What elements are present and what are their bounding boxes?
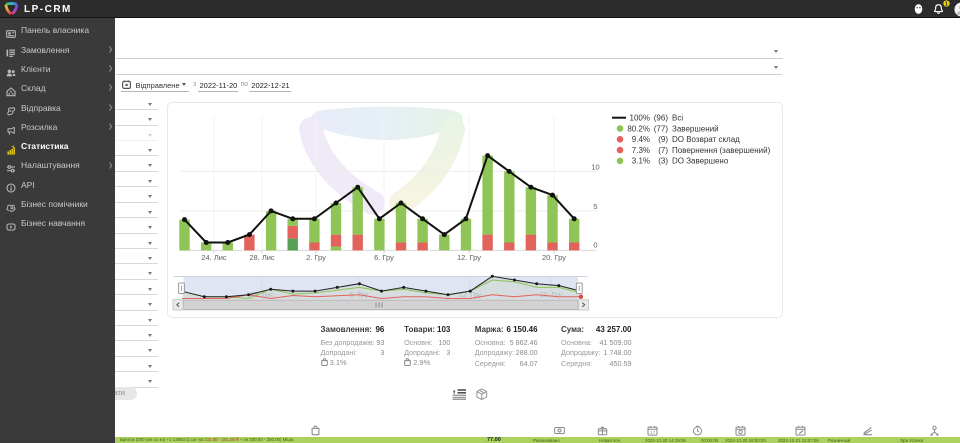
svg-text:(7): (7) bbox=[658, 146, 668, 155]
svg-text:5: 5 bbox=[593, 202, 597, 211]
svg-text:12. Гру: 12. Гру bbox=[457, 253, 481, 262]
svg-text:12. Гру: 12. Гру bbox=[459, 292, 482, 299]
svg-text:Повернення (завершений): Повернення (завершений) bbox=[672, 146, 771, 155]
svg-text:(3): (3) bbox=[658, 157, 668, 166]
svg-text:9.4%: 9.4% bbox=[632, 135, 650, 144]
svg-text:1: 1 bbox=[945, 1, 948, 6]
svg-text:0: 0 bbox=[593, 241, 597, 250]
svg-text:20. Гру: 20. Гру bbox=[540, 292, 563, 299]
svg-text:Всі: Всі bbox=[672, 114, 683, 123]
svg-text:20. Гру: 20. Гру bbox=[542, 253, 566, 262]
svg-text:(9): (9) bbox=[658, 135, 668, 144]
svg-text:28. Лис: 28. Лис bbox=[249, 253, 275, 262]
svg-text:(96): (96) bbox=[654, 114, 669, 123]
svg-text:28. Лис: 28. Лис bbox=[250, 292, 274, 299]
svg-text:Завершений: Завершений bbox=[672, 124, 719, 133]
svg-text:7.3%: 7.3% bbox=[632, 146, 650, 155]
svg-text:3.1%: 3.1% bbox=[632, 157, 650, 166]
svg-text:(77): (77) bbox=[654, 124, 669, 133]
svg-text:6. Гру: 6. Гру bbox=[350, 292, 369, 299]
svg-text:6. Гру: 6. Гру bbox=[374, 253, 394, 262]
svg-text:DO Возврат склад: DO Возврат склад bbox=[672, 135, 740, 144]
svg-text:10: 10 bbox=[591, 163, 599, 172]
svg-text:2. Гру: 2. Гру bbox=[306, 253, 326, 262]
svg-text:DO Завершено: DO Завершено bbox=[672, 157, 729, 166]
svg-text:80.2%: 80.2% bbox=[627, 124, 650, 133]
svg-text:100%: 100% bbox=[630, 114, 650, 123]
svg-text:24. Лис: 24. Лис bbox=[201, 253, 227, 262]
svg-text:17: 17 bbox=[649, 429, 655, 434]
